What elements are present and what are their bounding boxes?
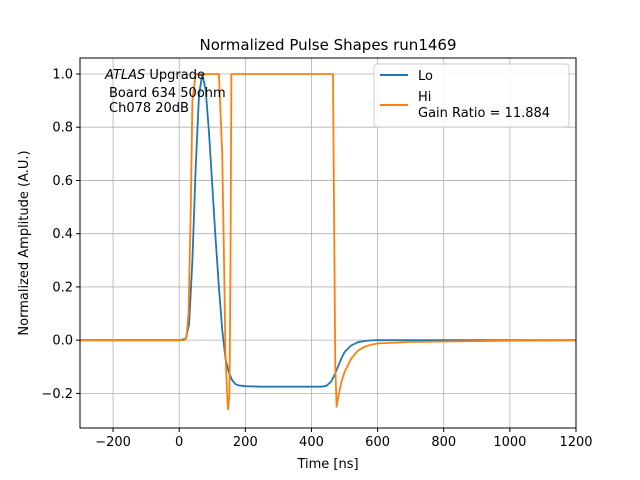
x-tick-label: 0 [175, 435, 183, 450]
y-tick-label: 0.2 [52, 280, 73, 295]
x-tick-label: 1000 [493, 435, 526, 450]
y-tick-label: 0.8 [52, 121, 73, 136]
y-tick-label: 0.6 [52, 174, 73, 189]
annotation-upgrade: Upgrade [145, 68, 205, 83]
atlas-annotation: ATLAS Upgrade Board 634 50ohm Ch078 20dB [104, 68, 226, 116]
legend: Lo Hi Gain Ratio = 11.884 [373, 63, 570, 128]
y-tick-label: 0.4 [52, 227, 73, 242]
x-tick-label: −200 [95, 435, 131, 450]
plot-frame [79, 57, 577, 429]
y-tick-label: 0.0 [52, 334, 73, 349]
annotation-board: Board 634 50ohm [109, 86, 226, 101]
y-tick-label: 1.0 [52, 67, 73, 82]
legend-label-lo: Lo [418, 69, 433, 84]
x-tick-label: 800 [431, 435, 456, 450]
x-tick-label: 1200 [559, 435, 592, 450]
series-group [80, 73, 577, 411]
y-axis-label: Normalized Amplitude (A.U.) [17, 150, 32, 335]
annotation-atlas: ATLAS [104, 68, 145, 83]
y-tick-label: −0.2 [41, 387, 73, 402]
annotation-channel: Ch078 20dB [109, 101, 189, 116]
legend-box [373, 63, 570, 128]
series-line-lo [80, 73, 576, 388]
x-axis-ticks: −200 0 200 400 600 800 1000 1200 [95, 428, 593, 450]
x-tick-label: 600 [365, 435, 390, 450]
x-axis-label: Time [ns] [296, 457, 358, 472]
svg-text:ATLAS Upgrade: ATLAS Upgrade [104, 68, 205, 83]
x-tick-label: 400 [299, 435, 324, 450]
series-line-hi [80, 73, 577, 411]
x-tick-label: 200 [233, 435, 258, 450]
legend-label-hi: Hi Gain Ratio = 11.884 [418, 90, 550, 121]
chart-title: Normalized Pulse Shapes run1469 [199, 36, 456, 54]
y-axis-ticks: −0.2 0.0 0.2 0.4 0.6 0.8 1.0 [41, 67, 80, 402]
